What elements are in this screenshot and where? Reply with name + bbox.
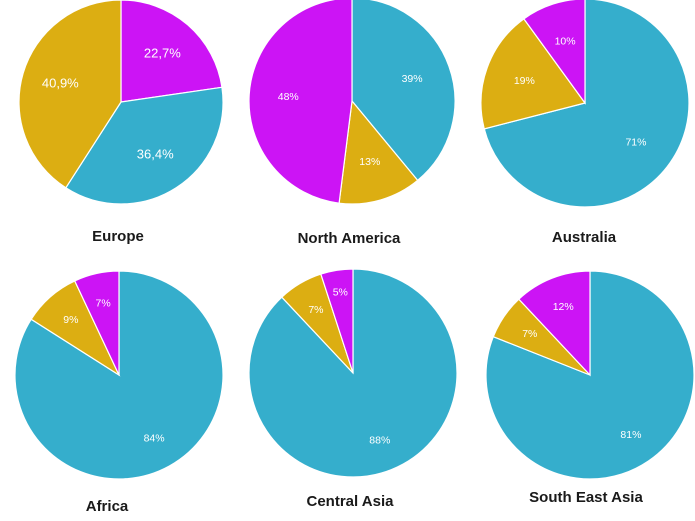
- pie-slice: [480, 18, 587, 130]
- slice-label: 7%: [308, 304, 323, 316]
- pie-slice: [320, 268, 354, 374]
- pie-title: Central Asia: [307, 493, 395, 510]
- pie-europe: 22,7% 36,4% 40,9% Europe: [18, 0, 224, 245]
- slice-label: 5%: [333, 287, 348, 299]
- slice-label: 19%: [514, 75, 535, 87]
- pie-slice: [483, 0, 690, 208]
- pie-slice: [248, 0, 353, 204]
- pie-slice: [64, 86, 224, 205]
- slice-label: 36,4%: [137, 147, 174, 162]
- pie-title: Africa: [86, 498, 129, 515]
- pie-slice: [517, 270, 591, 377]
- pie-slice: [248, 268, 458, 478]
- pie-title: North America: [298, 230, 401, 247]
- slice-label: 81%: [620, 429, 641, 441]
- pie-slice: [523, 0, 586, 105]
- pie-title: Australia: [552, 229, 617, 246]
- slice-label: 7%: [522, 328, 537, 340]
- pie-central-asia: 88% 7% 5% Central Asia: [248, 268, 458, 510]
- pies-container: 22,7% 36,4% 40,9% Europe 39% 13% 48% North Amer…: [14, 0, 695, 515]
- slice-label: 22,7%: [144, 46, 181, 61]
- slice-label: 39%: [402, 73, 423, 85]
- pie-africa: 84% 9% 7% Africa: [14, 270, 224, 515]
- slice-label: 13%: [359, 156, 380, 168]
- slice-label: 12%: [553, 301, 574, 313]
- pie-slice: [73, 270, 120, 376]
- slice-label: 10%: [555, 35, 576, 47]
- pie-north-america: 39% 13% 48% North America: [248, 0, 456, 247]
- pie-slice: [351, 0, 456, 182]
- slice-label: 84%: [144, 433, 165, 445]
- slice-label: 71%: [625, 136, 646, 148]
- pie-slice: [18, 0, 122, 189]
- slice-label: 88%: [369, 434, 390, 446]
- slice-label: 40,9%: [42, 76, 79, 91]
- slice-label: 48%: [278, 91, 299, 103]
- slice-label: 7%: [96, 298, 111, 310]
- pie-south-east-asia: 81% 7% 12% South East Asia: [485, 270, 695, 506]
- pie-title: Europe: [92, 228, 144, 245]
- pie-australia: 71% 19% 10% Australia: [480, 0, 690, 246]
- pie-slice: [14, 270, 224, 480]
- pie-slice: [338, 99, 419, 205]
- pie-slice: [120, 0, 223, 103]
- pie-title: South East Asia: [529, 489, 643, 506]
- slice-label: 9%: [63, 314, 78, 326]
